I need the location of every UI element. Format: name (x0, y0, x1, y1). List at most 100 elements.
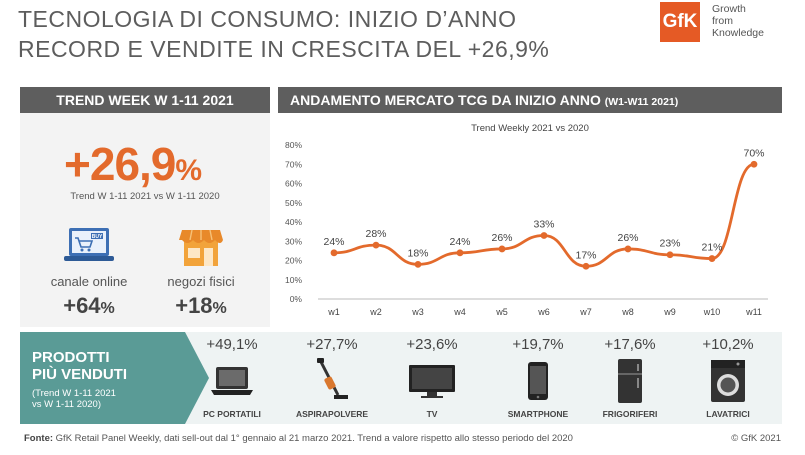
top-products-strip: PRODOTTI PIÙ VENDUTI (Trend W 1-11 2021 … (20, 332, 782, 424)
channel-stores-value: +18% (146, 293, 256, 319)
data-label: 26% (491, 232, 512, 244)
storefront-icon (146, 223, 256, 271)
product-value: +19,7% (512, 336, 564, 353)
y-tick-label: 70% (285, 159, 302, 169)
product-item: +49,1% PC PORTATILI (182, 336, 282, 419)
data-point (498, 245, 506, 253)
product-name: FRIGORIFERI (602, 409, 658, 419)
market-trend-chart-panel: Trend Weekly 2021 vs 2020 0% 10% 20% 30% 40% 5… (278, 113, 782, 327)
gfk-logo: GfK Growth from Knowledge (660, 2, 764, 42)
product-item: +10,2% LAVATRICI (678, 336, 778, 419)
top-products-heading: PRODOTTI PIÙ VENDUTI (Trend W 1-11 2021 … (20, 332, 209, 424)
tagline-word: from (712, 15, 733, 27)
data-point (372, 241, 380, 249)
laptop-cart-icon: BUY (34, 223, 144, 271)
product-name: SMARTPHONE (507, 409, 569, 419)
y-tick-label: 20% (285, 256, 302, 266)
data-point (708, 255, 716, 262)
product-item: +17,6% FRIGORIFERI (580, 336, 680, 419)
data-label: 70% (743, 147, 764, 159)
laptop-icon (182, 357, 282, 405)
data-point (414, 260, 422, 268)
gfk-logo-mark: GfK (660, 2, 700, 42)
data-label: 28% (365, 228, 386, 240)
trend-line (333, 162, 755, 268)
copyright: © GfK 2021 (731, 433, 781, 444)
tagline-word: Knowledge (712, 27, 764, 39)
data-point (582, 262, 590, 270)
product-name: PC PORTATILI (203, 409, 261, 419)
vacuum-cleaner-icon (282, 357, 382, 405)
y-tick-label: 0% (290, 294, 303, 304)
product-value: +10,2% (702, 336, 754, 353)
product-value: +27,7% (306, 336, 358, 353)
x-tick-label: w3 (411, 307, 424, 317)
x-tick-label: w1 (327, 307, 340, 317)
x-tick-label: w11 (745, 307, 762, 317)
source-text: GfK Retail Panel Weekly, dati sell-out d… (53, 433, 573, 444)
title-line-1: TECNOLOGIA DI CONSUMO: INIZIO D’ANNO (18, 6, 517, 32)
smartphone-icon (488, 357, 588, 405)
data-point (624, 245, 632, 253)
tv-icon (382, 357, 482, 405)
market-trend-band: ANDAMENTO MERCATO TCG DA INIZIO ANNO (W1… (278, 87, 782, 113)
gfk-tagline: Growth from Knowledge (712, 2, 764, 39)
x-tick-label: w7 (579, 307, 592, 317)
x-tick-label: w9 (663, 307, 676, 317)
channel-stores-unit: % (212, 300, 227, 317)
data-label: 24% (449, 236, 470, 248)
data-point (666, 251, 674, 259)
product-item: +27,7% ASPIRAPOLVERE (282, 336, 382, 419)
data-label: 23% (659, 238, 680, 250)
product-name: TV (426, 409, 438, 419)
y-tick-label: 60% (285, 179, 302, 189)
data-label: 17% (575, 249, 596, 261)
product-name: LAVATRICI (706, 409, 750, 419)
top-products-title-line-2: PIÙ VENDUTI (32, 366, 128, 383)
top-products-title: PRODOTTI PIÙ VENDUTI (32, 349, 127, 383)
source-note: Fonte: GfK Retail Panel Weekly, dati sel… (24, 433, 573, 444)
washing-machine-icon (678, 357, 778, 405)
title-line-2: RECORD E VENDITE IN CRESCITA DEL +26,9% (18, 36, 550, 62)
product-value: +23,6% (406, 336, 458, 353)
channel-stores-number: +18 (175, 293, 213, 318)
tagline-word: Growth (712, 3, 746, 15)
product-value: +49,1% (206, 336, 258, 353)
data-label: 21% (701, 242, 722, 254)
y-tick-label: 10% (285, 275, 302, 285)
y-tick-label: 30% (285, 236, 302, 246)
x-tick-label: w6 (537, 307, 550, 317)
channel-online-value: +64% (34, 293, 144, 319)
top-products-subtitle-line-1: (Trend W 1-11 2021 (32, 388, 116, 399)
data-point (456, 249, 464, 257)
total-trend-value: +26,9% (64, 137, 202, 191)
trend-week-band: TREND WEEK W 1-11 2021 (20, 87, 270, 113)
channel-stores-label: negozi fisici (167, 274, 235, 289)
channel-physical-stores: negozi fisici +18% (146, 223, 256, 319)
channel-online-label: canale online (50, 274, 128, 289)
weekly-trend-line-chart: Trend Weekly 2021 vs 2020 0% 10% 20% 30% 40% 5… (285, 123, 768, 317)
x-tick-label: w5 (495, 307, 508, 317)
market-trend-band-period: (W1-W11 2021) (604, 96, 679, 108)
channel-online-unit: % (100, 300, 115, 317)
x-tick-label: w2 (369, 307, 382, 317)
data-label: 33% (533, 218, 554, 230)
source-label: Fonte: (24, 433, 54, 444)
x-tick-label: w8 (621, 307, 634, 317)
x-tick-label: w4 (453, 307, 466, 317)
top-products-title-line-1: PRODOTTI (32, 349, 110, 366)
top-products-subtitle: (Trend W 1-11 2021 vs W 1-11 2020) (32, 388, 116, 410)
product-value: +17,6% (604, 336, 656, 353)
trend-period-note: Trend W 1-11 2021 vs W 1-11 2020 (70, 191, 220, 202)
data-label: 26% (617, 232, 638, 244)
y-tick-label: 40% (285, 217, 302, 227)
data-point (330, 249, 338, 257)
product-item: +19,7% SMARTPHONE (488, 336, 588, 419)
market-trend-band-title: ANDAMENTO MERCATO TCG DA INIZIO ANNO (290, 92, 601, 108)
x-tick-label: w10 (703, 307, 721, 317)
data-label: 24% (323, 236, 344, 248)
product-item: +23,6% TV (382, 336, 482, 419)
y-tick-label: 50% (285, 198, 302, 208)
total-trend-number: +26,9 (64, 138, 176, 190)
data-point (540, 232, 548, 239)
